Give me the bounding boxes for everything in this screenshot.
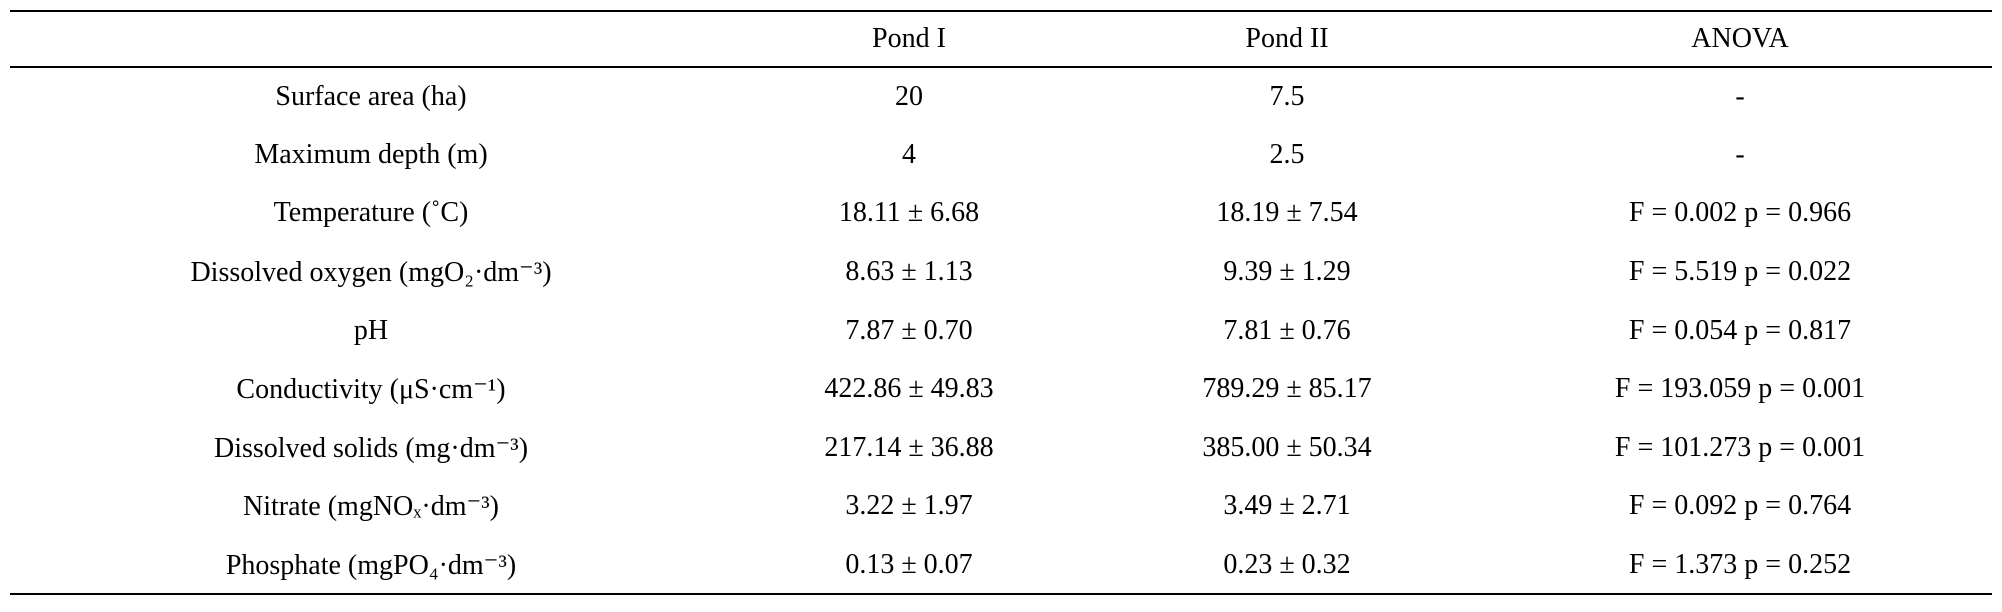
table-cell: - [1735,80,1745,112]
table-cell: 18.19 ± 7.54 [1216,197,1358,229]
table-cell: 3.49 ± 2.71 [1223,490,1351,522]
table-header: Pond I Pond II ANOVA [10,11,1992,67]
table-cell: 422.86 ± 49.83 [824,373,994,405]
row-label: Nitrate (mgNOₓ·dm⁻³) [242,491,499,523]
table-cell: 217.14 ± 36.88 [824,431,994,463]
table-cell: 9.39 ± 1.29 [1223,256,1351,288]
table-row: Conductivity (μS·cm⁻¹) 422.86 ± 49.83 789.… [10,360,1992,419]
row-label: Conductivity (μS·cm⁻¹) [236,374,506,406]
header-cell: Pond II [1245,23,1329,54]
table-cell: F = 0.054 p = 0.817 [1628,314,1852,346]
table-row: Maximum depth (m) 4 2.5 - [10,126,1992,185]
table-cell: F = 193.059 p = 0.001 [1614,373,1866,405]
table-cell: F = 0.002 p = 0.966 [1628,197,1852,229]
row-label: pH [353,314,389,346]
header-cell [10,11,732,67]
table-cell: F = 0.092 p = 0.764 [1628,490,1852,522]
table-cell: 0.23 ± 0.32 [1223,548,1351,580]
table-cell: 8.63 ± 1.13 [845,256,973,288]
row-label: Dissolved oxygen (mgO₂·dm⁻³) [190,257,552,289]
table-row: pH 7.87 ± 0.70 7.81 ± 0.76 F = 0.054 p = 0.… [10,301,1992,360]
table-row: Dissolved solids (mg·dm⁻³) 217.14 ± 36.88… [10,419,1992,478]
table-row: Temperature (˚C) 18.11 ± 6.68 18.19 ± 7.54… [10,184,1992,243]
row-label: Maximum depth (m) [254,138,488,170]
table-cell: 789.29 ± 85.17 [1202,373,1372,405]
header-cell: Pond I [872,23,946,54]
data-table: Pond I Pond II ANOVA Surface area (ha) 20 7.… [10,10,1992,595]
row-label: Dissolved solids (mg·dm⁻³) [213,432,529,464]
table-cell: 0.13 ± 0.07 [845,548,973,580]
table-cell: 7.81 ± 0.76 [1223,314,1351,346]
row-label: Temperature (˚C) [273,197,469,229]
table-cell: F = 5.519 p = 0.022 [1628,256,1852,288]
table-cell: 4 [902,138,916,170]
header-row: Pond I Pond II ANOVA [10,11,1992,67]
table-cell: 2.5 [1269,138,1305,170]
table-cell: F = 101.273 p = 0.001 [1614,431,1866,463]
table-row: Dissolved oxygen (mgO₂·dm⁻³) 8.63 ± 1.13 9… [10,243,1992,302]
row-label: Surface area (ha) [275,80,467,112]
table-cell: 7.87 ± 0.70 [845,314,973,346]
row-label: Phosphate (mgPO₄·dm⁻³) [225,549,517,581]
table-row: Phosphate (mgPO₄·dm⁻³) 0.13 ± 0.07 0.23 ± … [10,536,1992,595]
table-row: Nitrate (mgNOₓ·dm⁻³) 3.22 ± 1.97 3.49 ± 2.… [10,477,1992,536]
table-cell: 20 [895,80,923,112]
table-cell: 3.22 ± 1.97 [845,490,973,522]
table-cell: - [1735,138,1745,170]
table-row: Surface area (ha) 20 7.5 - [10,67,1992,126]
table-cell: 18.11 ± 6.68 [838,197,980,229]
table-cell: 385.00 ± 50.34 [1202,431,1372,463]
table-wrap: Pond I Pond II ANOVA Surface area (ha) 20 7.… [10,10,1992,595]
table-body: Surface area (ha) 20 7.5- Maximum depth (m)… [10,67,1992,595]
header-cell: ANOVA [1691,23,1789,54]
table-cell: F = 1.373 p = 0.252 [1628,548,1852,580]
table-cell: 7.5 [1269,80,1305,112]
